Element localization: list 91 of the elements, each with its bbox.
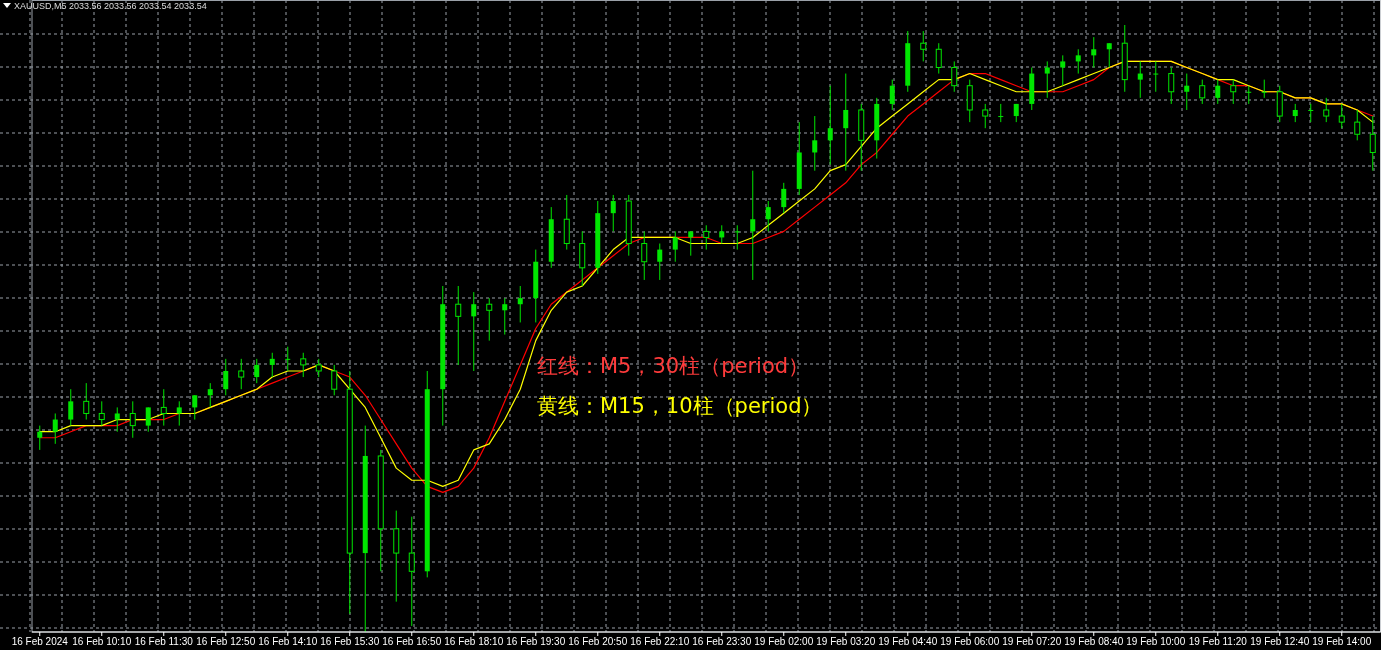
x-tick-label: 16 Feb 20:50 — [568, 636, 628, 647]
candlestick — [455, 285, 462, 366]
candlestick — [1168, 66, 1175, 105]
x-tick-label: 16 Feb 10:10 — [72, 636, 132, 647]
candlestick — [68, 388, 74, 427]
candlestick — [935, 42, 942, 75]
candlestick — [145, 406, 151, 433]
x-tick-label: 19 Feb 04:40 — [878, 636, 938, 647]
candlestick — [52, 412, 58, 445]
x-tick-label: 19 Feb 02:00 — [754, 636, 814, 647]
candlestick — [331, 364, 338, 396]
candlestick — [610, 194, 616, 232]
candlestick — [827, 85, 833, 166]
x-tick-label: 19 Feb 08:40 — [1064, 636, 1124, 647]
candlestick — [238, 358, 245, 390]
candlestick — [1308, 103, 1314, 123]
candlestick — [1075, 48, 1081, 75]
x-tick-label: 19 Feb 11:20 — [1188, 636, 1248, 647]
candlestick — [207, 382, 213, 408]
candlestick — [83, 382, 90, 421]
x-tick-label: 19 Feb 12:40 — [1250, 636, 1310, 647]
candlestick — [1137, 60, 1143, 99]
annotation: 黄线：M15，10柱（period） — [537, 394, 823, 418]
candlestick — [672, 230, 678, 263]
candlestick — [1184, 73, 1190, 111]
candlestick — [1338, 103, 1345, 129]
candlestick — [688, 230, 694, 257]
candlestick — [765, 200, 771, 232]
candlestick — [1060, 54, 1066, 87]
candlestick — [408, 516, 415, 627]
candlestick — [114, 406, 120, 433]
x-tick-label: 16 Feb 2024 — [11, 636, 69, 647]
candlestick — [889, 79, 895, 111]
x-tick-label: 19 Feb 14:00 — [1312, 636, 1372, 647]
candlestick — [703, 224, 710, 251]
x-tick-label: 16 Feb 11:30 — [134, 636, 194, 647]
x-tick-label: 16 Feb 14:10 — [258, 636, 318, 647]
candlestick — [750, 170, 756, 281]
candlestick — [781, 182, 787, 214]
chart-title: XAUUSD,M5 2033.56 2033.56 2033.54 2033.54 — [14, 1, 207, 11]
candlestick — [1230, 79, 1237, 105]
candlestick — [1246, 85, 1252, 105]
candlestick — [951, 60, 958, 93]
candlestick — [998, 103, 1004, 123]
x-tick-label: 16 Feb 19:30 — [506, 636, 566, 647]
candlestick — [486, 297, 493, 342]
candlestick — [1044, 60, 1050, 99]
x-tick-label: 19 Feb 03:20 — [816, 636, 876, 647]
candlestick — [1091, 36, 1097, 68]
candlestick — [1199, 79, 1206, 105]
candlestick — [1354, 109, 1361, 141]
candlestick — [843, 73, 849, 172]
candlestick — [269, 352, 275, 378]
x-tick-label: 16 Feb 23:30 — [692, 636, 752, 647]
candlestick — [471, 291, 477, 372]
annotation: 红线：M5，30柱（period） — [537, 354, 810, 378]
candlestick — [254, 358, 260, 384]
candlestick — [37, 425, 43, 451]
x-tick-label: 16 Feb 12:50 — [196, 636, 256, 647]
candlestick — [129, 400, 136, 439]
candlestick — [1369, 115, 1376, 172]
candlestick — [812, 115, 818, 172]
candlestick — [502, 297, 508, 336]
candlestick — [657, 243, 663, 281]
x-tick-label: 19 Feb 06:00 — [940, 636, 1000, 647]
candlestick — [315, 358, 322, 378]
candlestick — [1261, 79, 1267, 99]
candlestick — [192, 394, 198, 421]
x-tick-label: 16 Feb 16:50 — [382, 636, 442, 647]
candlestick — [98, 400, 105, 427]
candlestick — [160, 388, 167, 427]
x-tick-label: 16 Feb 15:30 — [320, 636, 380, 647]
x-tick-label: 16 Feb 18:10 — [444, 636, 504, 647]
candlestick — [300, 352, 307, 378]
candlestick — [176, 400, 182, 427]
candlestick — [1153, 60, 1159, 93]
candlestick — [641, 230, 648, 281]
candlestick — [285, 346, 291, 372]
candlestick — [1106, 42, 1112, 68]
candlestick — [734, 224, 740, 251]
candlestick — [920, 30, 927, 62]
candlestick — [517, 285, 523, 323]
x-tick-label: 19 Feb 10:00 — [1126, 636, 1186, 647]
candlestick — [1215, 79, 1221, 105]
x-tick-label: 19 Feb 07:20 — [1002, 636, 1062, 647]
candlestick — [719, 224, 725, 245]
candlestick — [1323, 97, 1330, 123]
candlestick — [1292, 103, 1298, 123]
candlestick — [982, 103, 989, 129]
candlestick — [223, 358, 229, 396]
x-tick-label: 16 Feb 22:10 — [630, 636, 690, 647]
